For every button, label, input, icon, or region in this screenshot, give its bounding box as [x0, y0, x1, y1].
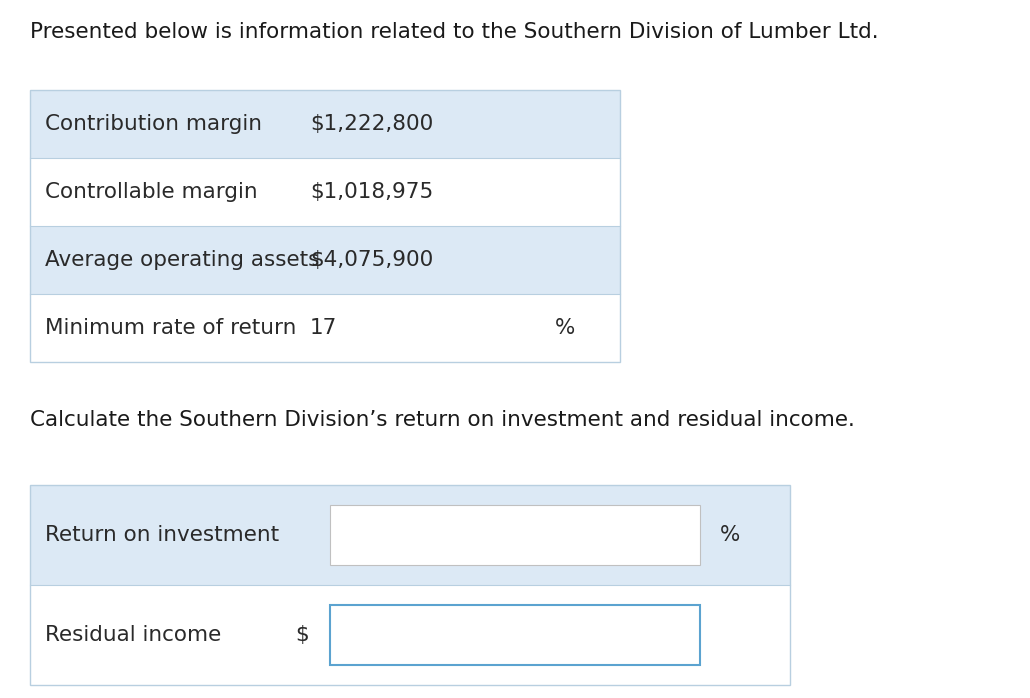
- Text: $1,222,800: $1,222,800: [310, 114, 434, 134]
- Text: 17: 17: [310, 318, 338, 338]
- Text: Residual income: Residual income: [45, 625, 221, 645]
- Bar: [330, 505, 700, 565]
- Text: Calculate the Southern Division’s return on investment and residual income.: Calculate the Southern Division’s return…: [30, 410, 855, 430]
- Bar: [30, 585, 790, 685]
- Text: %: %: [555, 318, 576, 338]
- Text: %: %: [720, 525, 741, 545]
- Bar: [30, 158, 620, 226]
- Text: Return on investment: Return on investment: [45, 525, 279, 545]
- Bar: [30, 485, 790, 685]
- Text: $: $: [295, 625, 309, 645]
- Bar: [30, 485, 790, 585]
- Bar: [30, 294, 620, 362]
- Text: Presented below is information related to the Southern Division of Lumber Ltd.: Presented below is information related t…: [30, 22, 879, 42]
- Bar: [30, 90, 620, 362]
- Bar: [30, 90, 620, 158]
- Bar: [30, 226, 620, 294]
- Text: $1,018,975: $1,018,975: [310, 182, 434, 202]
- Text: Minimum rate of return: Minimum rate of return: [45, 318, 297, 338]
- Text: $4,075,900: $4,075,900: [310, 250, 434, 270]
- Bar: [330, 605, 700, 665]
- Text: Controllable margin: Controllable margin: [45, 182, 258, 202]
- Text: Average operating assets: Average operating assets: [45, 250, 319, 270]
- Text: Contribution margin: Contribution margin: [45, 114, 262, 134]
